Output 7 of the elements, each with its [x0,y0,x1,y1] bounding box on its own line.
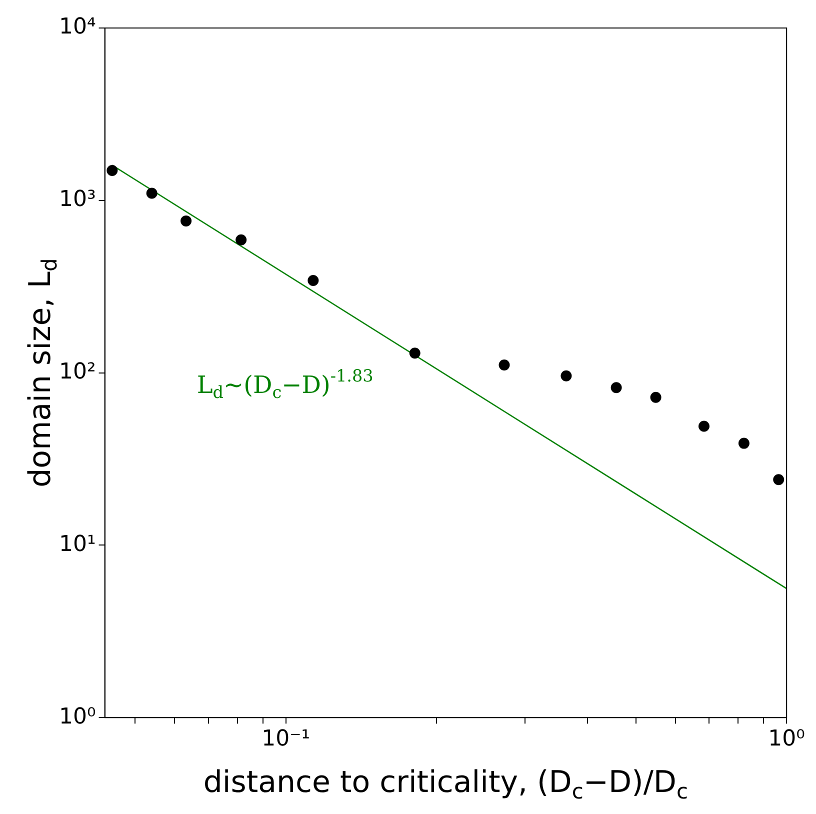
y-tick-label: 10⁰ [58,704,96,730]
x-tick-label: 10⁻¹ [262,726,310,752]
y-tick-label: 10³ [58,187,96,212]
y-tick-label: 10⁴ [58,14,96,40]
y-axis-title: domain size, Ld [22,258,62,488]
y-tick-label: 10² [58,360,96,385]
y-tick-label: 10¹ [58,532,96,557]
